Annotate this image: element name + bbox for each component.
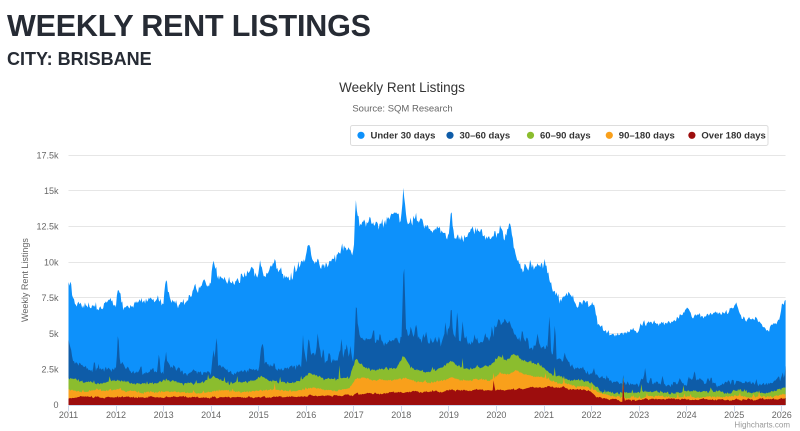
svg-text:12.5k: 12.5k bbox=[36, 222, 59, 232]
svg-text:2017: 2017 bbox=[344, 410, 364, 420]
svg-text:2014: 2014 bbox=[201, 410, 221, 420]
svg-text:90–180 days: 90–180 days bbox=[619, 131, 675, 142]
svg-text:Weekly Rent Listings: Weekly Rent Listings bbox=[339, 80, 465, 95]
svg-text:7.5k: 7.5k bbox=[41, 293, 59, 303]
svg-text:2024: 2024 bbox=[677, 410, 697, 420]
svg-text:Weekly Rent Listings: Weekly Rent Listings bbox=[20, 238, 30, 322]
svg-text:Under 30 days: Under 30 days bbox=[371, 131, 436, 142]
svg-text:15k: 15k bbox=[44, 186, 59, 196]
svg-text:2011: 2011 bbox=[59, 410, 78, 420]
svg-text:2023: 2023 bbox=[629, 410, 649, 420]
svg-text:30–60 days: 30–60 days bbox=[460, 131, 511, 142]
svg-text:0: 0 bbox=[53, 400, 58, 410]
svg-text:Over 180 days: Over 180 days bbox=[701, 131, 765, 142]
svg-text:2016: 2016 bbox=[296, 410, 316, 420]
svg-text:2018: 2018 bbox=[391, 410, 411, 420]
svg-text:Source: SQM Research: Source: SQM Research bbox=[352, 104, 452, 115]
svg-text:2015: 2015 bbox=[249, 410, 269, 420]
svg-text:5k: 5k bbox=[49, 329, 59, 339]
svg-text:60–90 days: 60–90 days bbox=[540, 131, 591, 142]
svg-text:2021: 2021 bbox=[534, 410, 554, 420]
svg-text:2020: 2020 bbox=[486, 410, 506, 420]
svg-text:2.5k: 2.5k bbox=[41, 365, 59, 375]
svg-text:2022: 2022 bbox=[581, 410, 601, 420]
svg-text:Highcharts.com: Highcharts.com bbox=[734, 421, 790, 430]
svg-text:2013: 2013 bbox=[154, 410, 174, 420]
svg-text:2012: 2012 bbox=[106, 410, 126, 420]
svg-text:2019: 2019 bbox=[439, 410, 459, 420]
svg-text:17.5k: 17.5k bbox=[36, 150, 59, 160]
svg-text:10k: 10k bbox=[44, 257, 59, 267]
svg-text:2025: 2025 bbox=[724, 410, 744, 420]
svg-text:2026: 2026 bbox=[772, 410, 792, 420]
